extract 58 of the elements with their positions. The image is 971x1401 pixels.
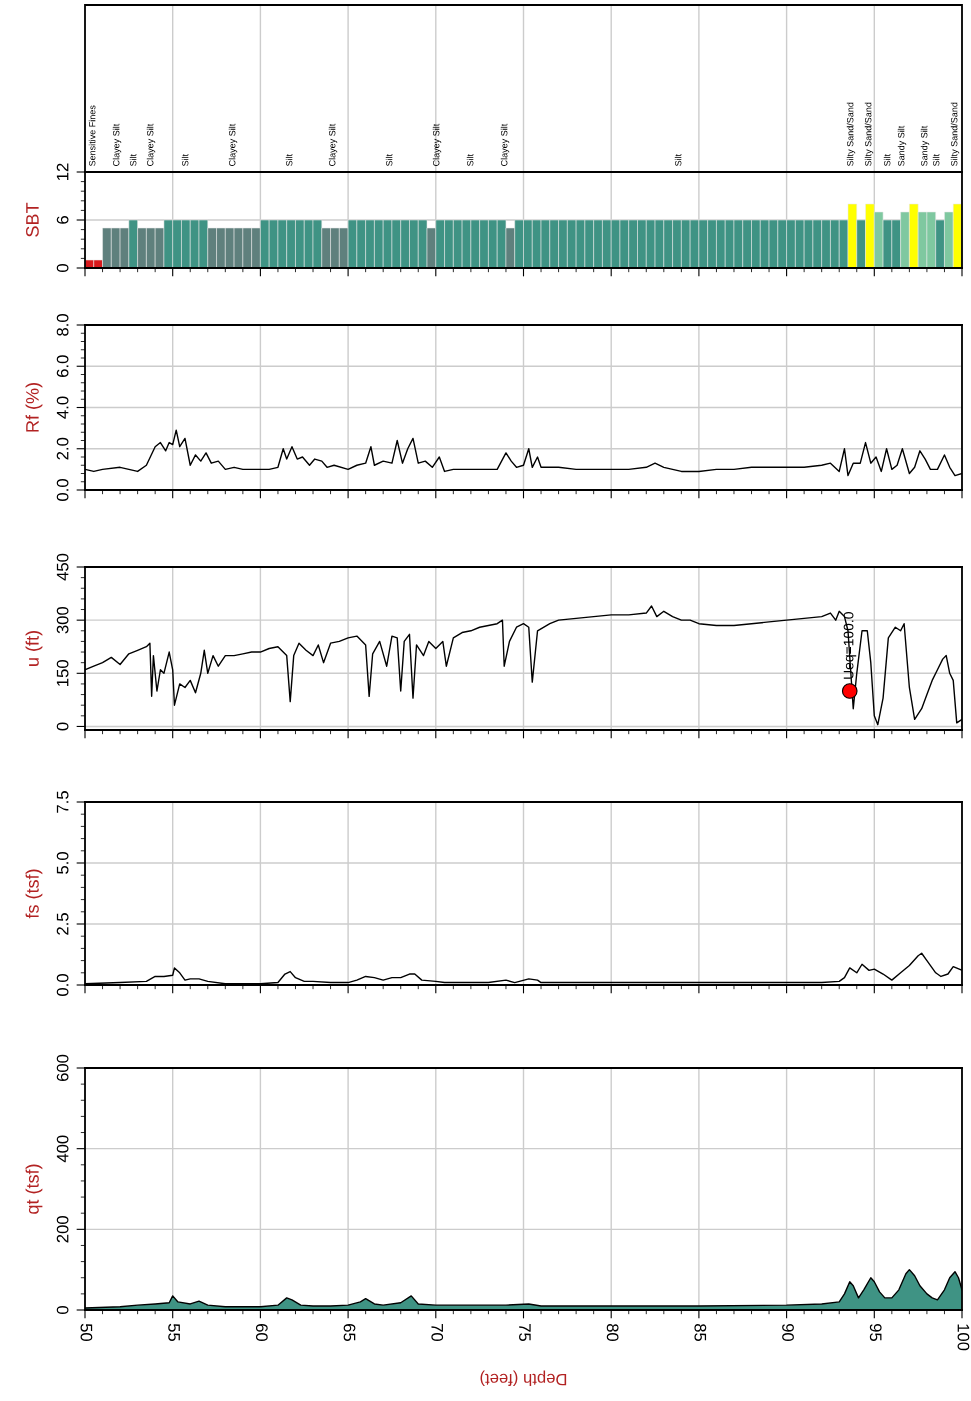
text: Silty Sand/Sand <box>950 102 960 166</box>
x-tick-label: 100 <box>957 1324 970 1351</box>
text: Silt <box>674 153 682 166</box>
text: Clayey Silt <box>112 123 122 166</box>
x-tick-label: 65 <box>343 1324 356 1342</box>
annotation: Ueq=100.0 <box>843 612 857 679</box>
text: Silt <box>932 153 940 166</box>
x-tick-label: 60 <box>255 1324 268 1342</box>
text: Clayey Silt <box>228 123 238 166</box>
text: Silt <box>285 153 293 166</box>
text: Silt <box>129 153 137 166</box>
y-tick-label: 0 <box>56 264 69 272</box>
text: Sandy Silt <box>897 125 907 166</box>
text: Clayey Silt <box>146 123 156 166</box>
y-tick-label: 450 <box>56 553 69 581</box>
y-axis-title: Rf (%) <box>25 383 43 432</box>
y-tick-label: 200 <box>56 1216 69 1243</box>
y-tick-label: 7.5 <box>56 791 69 813</box>
y-tick-label: 0 <box>56 1306 69 1314</box>
y-tick-label: 0 <box>56 722 69 731</box>
y-tick-label: 150 <box>56 660 69 686</box>
y-tick-label: 6.0 <box>56 355 69 377</box>
x-axis-title: Depth (feet) <box>480 1370 567 1386</box>
x-tick-label: 90 <box>782 1323 794 1342</box>
text: Silt <box>466 153 474 166</box>
x-tick-label: 55 <box>168 1323 180 1342</box>
y-tick-label: 600 <box>56 1054 69 1082</box>
x-tick-label: 95 <box>869 1323 882 1342</box>
x-tick-label: 70 <box>431 1324 444 1342</box>
text: Silty Sand/Sand <box>846 102 856 166</box>
text: Silt <box>385 153 393 166</box>
text: Sandy Silt <box>920 125 930 166</box>
y-tick-label: 12 <box>56 163 69 180</box>
text: Clayey Silt <box>500 123 510 166</box>
text: Sensitive Fines <box>88 105 96 166</box>
y-axis-title: qt (tsf) <box>25 1164 43 1214</box>
y-tick-label: 5.0 <box>56 852 69 874</box>
text: Silty Sand/Sand <box>864 102 874 166</box>
y-tick-label: 300 <box>56 606 69 634</box>
y-tick-label: 2.0 <box>56 437 69 460</box>
y-axis-title: u (ft) <box>25 631 43 666</box>
y-tick-label: 6 <box>56 216 69 224</box>
text: Silt <box>883 153 891 166</box>
text: Clayey Silt <box>328 123 338 166</box>
y-tick-label: 0.0 <box>56 479 69 501</box>
y-tick-label: 0.0 <box>56 974 69 996</box>
y-axis-title: fs (tsf) <box>25 869 43 919</box>
x-tick-label: 80 <box>606 1323 619 1342</box>
y-axis-title: SBT <box>26 202 39 237</box>
x-tick-label: 85 <box>694 1323 707 1342</box>
text: Silt <box>181 153 189 166</box>
y-tick-label: 2.5 <box>56 913 69 935</box>
y-tick-label: 4.0 <box>56 396 69 419</box>
text: Clayey Silt <box>432 123 442 166</box>
x-tick-label: 50 <box>80 1323 93 1342</box>
x-tick-label: 75 <box>519 1324 531 1342</box>
y-tick-label: 8.0 <box>56 314 69 336</box>
y-tick-label: 400 <box>56 1135 69 1163</box>
